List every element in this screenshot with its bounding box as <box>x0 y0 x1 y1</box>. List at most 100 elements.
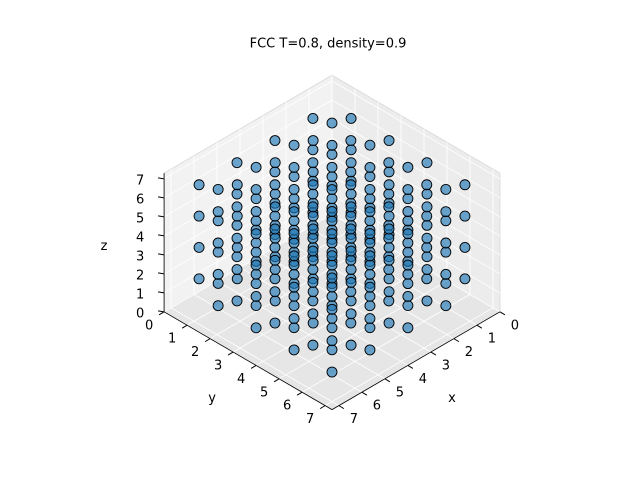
point <box>269 264 281 276</box>
point <box>326 344 338 356</box>
point <box>364 161 376 173</box>
point <box>269 242 281 253</box>
point <box>345 286 357 298</box>
grid-line <box>163 80 333 180</box>
x-tick-label: 7 <box>350 412 358 427</box>
point <box>269 232 281 244</box>
point <box>402 161 414 173</box>
point <box>326 215 338 227</box>
y-tick-label: 7 <box>306 412 314 427</box>
point <box>250 237 262 249</box>
point <box>402 228 414 240</box>
point <box>269 210 281 222</box>
x-tick-label: 3 <box>442 359 450 374</box>
tick-mark <box>204 338 211 343</box>
point <box>269 157 281 169</box>
tick-mark <box>158 215 165 218</box>
point <box>269 295 281 307</box>
point <box>345 245 357 257</box>
point <box>421 157 433 169</box>
z-tick-label: 2 <box>136 268 144 283</box>
point <box>364 313 376 325</box>
z-tick-label: 6 <box>136 192 144 207</box>
point <box>440 183 452 195</box>
point <box>307 210 319 222</box>
point <box>269 179 281 191</box>
chart-title: FCC T=0.8, density=0.9 <box>250 37 407 52</box>
point <box>231 219 243 231</box>
point <box>421 251 433 263</box>
tick-mark <box>250 364 257 369</box>
point <box>193 179 205 191</box>
point <box>364 139 376 151</box>
y-tick-label: 3 <box>214 359 222 374</box>
z-axis-label: z <box>101 239 108 254</box>
point <box>345 254 357 266</box>
point <box>326 228 338 240</box>
point <box>212 278 224 289</box>
point <box>402 268 414 280</box>
point <box>440 215 452 227</box>
point <box>269 201 281 213</box>
point <box>383 286 395 298</box>
y-axis-line <box>163 311 333 410</box>
point <box>326 303 338 315</box>
point <box>440 268 452 280</box>
grid-line <box>255 267 425 366</box>
point <box>288 193 300 205</box>
point <box>364 259 376 271</box>
point <box>288 215 300 227</box>
point <box>345 201 357 213</box>
z-tick-label: 0 <box>136 306 144 321</box>
point <box>383 242 395 253</box>
point <box>269 254 281 266</box>
point <box>231 273 243 285</box>
point <box>459 242 471 253</box>
point <box>364 322 376 334</box>
point <box>307 135 319 146</box>
z-tick-label: 3 <box>136 249 144 264</box>
point <box>326 250 338 262</box>
point <box>250 228 262 240</box>
point <box>307 166 319 178</box>
point <box>288 206 300 218</box>
tick-mark <box>158 272 165 275</box>
point <box>402 278 414 290</box>
point <box>307 264 319 276</box>
point <box>421 264 433 276</box>
point <box>364 237 376 249</box>
point <box>383 135 395 146</box>
point <box>212 206 224 218</box>
point <box>383 317 395 329</box>
tick-mark <box>476 324 483 329</box>
grid-line <box>331 194 501 294</box>
point <box>421 232 433 244</box>
point <box>326 139 338 151</box>
grid-line <box>239 267 409 366</box>
point <box>288 237 300 249</box>
point <box>364 250 376 262</box>
point <box>193 210 205 222</box>
point <box>421 219 433 231</box>
point <box>212 237 224 249</box>
point <box>269 135 281 146</box>
z-tick-label: 7 <box>136 173 144 188</box>
point <box>307 232 319 244</box>
point <box>231 242 243 253</box>
point <box>440 300 452 312</box>
point <box>212 215 224 227</box>
point <box>231 210 243 222</box>
point <box>421 201 433 213</box>
tick-mark <box>319 405 326 410</box>
x-axis-line <box>331 311 501 410</box>
point <box>364 228 376 240</box>
grid-line <box>163 194 333 294</box>
point <box>212 300 224 312</box>
tick-mark <box>430 351 437 356</box>
point <box>269 166 281 178</box>
point <box>326 281 338 293</box>
point <box>326 272 338 284</box>
point <box>250 184 262 195</box>
